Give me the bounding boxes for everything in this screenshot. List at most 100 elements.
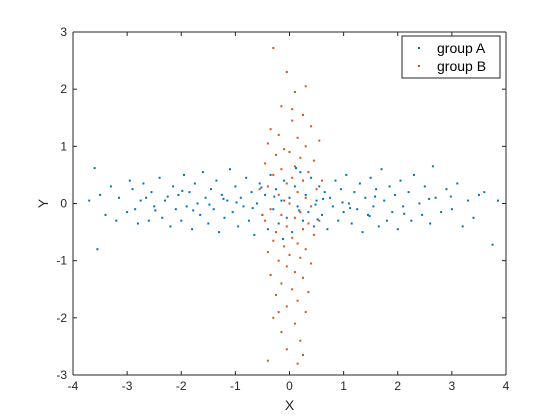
data-point [96, 248, 99, 251]
data-point [191, 228, 194, 231]
data-point [266, 251, 269, 254]
data-point [277, 193, 280, 196]
data-point [181, 189, 184, 192]
data-point [204, 196, 207, 199]
data-point [342, 211, 345, 214]
data-point [218, 231, 221, 234]
data-point [154, 209, 157, 212]
data-point [329, 196, 332, 199]
data-point [283, 148, 286, 151]
data-point [377, 225, 380, 228]
data-point [142, 182, 145, 185]
data-point [299, 156, 302, 159]
data-point [431, 165, 434, 168]
data-point [423, 185, 426, 188]
data-point [299, 211, 302, 214]
data-point [273, 195, 276, 198]
data-point [280, 331, 283, 334]
data-point [391, 211, 394, 214]
data-point [280, 199, 283, 202]
data-point [272, 239, 275, 242]
data-point [349, 207, 352, 210]
data-point [269, 274, 272, 276]
data-point [180, 219, 183, 222]
data-point [235, 201, 238, 204]
data-point [258, 188, 261, 191]
data-point [264, 162, 267, 165]
data-point [272, 47, 275, 49]
data-point [93, 167, 96, 170]
data-point [128, 179, 131, 182]
data-point [326, 228, 329, 231]
data-point [323, 191, 326, 194]
data-point [222, 197, 225, 200]
data-point [153, 205, 156, 208]
data-point [372, 205, 375, 208]
data-point [467, 199, 470, 202]
data-point [388, 185, 391, 188]
data-point [296, 191, 299, 194]
data-point [348, 202, 350, 205]
data-point [272, 173, 275, 176]
data-point [118, 196, 120, 199]
data-point [223, 216, 226, 219]
data-point [298, 209, 301, 212]
data-point [288, 253, 291, 256]
data-point [147, 219, 150, 222]
data-point [421, 213, 424, 216]
x-tick-label: -3 [122, 379, 133, 393]
data-point [291, 236, 294, 239]
data-point [177, 193, 180, 196]
data-point [399, 179, 402, 182]
data-point [318, 185, 321, 188]
data-point [318, 219, 321, 222]
data-point [139, 199, 142, 202]
data-point [491, 243, 494, 246]
data-point [250, 191, 253, 194]
data-point [285, 216, 288, 219]
data-point [293, 165, 296, 168]
y-axis-label: Y [35, 198, 51, 208]
x-tick-label: 1 [340, 379, 347, 393]
data-point [369, 176, 372, 179]
data-point [188, 191, 191, 194]
data-point [402, 205, 405, 208]
data-point [109, 185, 112, 188]
data-point [299, 171, 302, 174]
data-point [269, 208, 272, 211]
data-point [288, 196, 291, 199]
data-point [245, 176, 248, 179]
data-point [288, 151, 291, 153]
series-group-b [258, 47, 323, 365]
data-point [307, 222, 310, 225]
data-point [299, 339, 302, 342]
data-point [288, 202, 291, 205]
data-point [291, 288, 294, 291]
data-point [201, 171, 204, 174]
x-tick-label: 4 [503, 379, 510, 393]
y-tick-label: -3 [56, 368, 67, 382]
data-point [266, 142, 269, 145]
data-point [477, 193, 480, 196]
data-point [264, 193, 267, 196]
data-points [88, 47, 499, 365]
data-point [283, 199, 286, 202]
data-point [183, 173, 185, 176]
data-point [145, 196, 148, 199]
series-group-a [88, 165, 499, 251]
data-point [428, 197, 431, 200]
data-point [302, 179, 304, 182]
data-point [208, 203, 211, 206]
data-point [261, 213, 264, 216]
data-point [172, 185, 175, 188]
data-point [413, 173, 415, 176]
data-point [296, 136, 299, 139]
data-point [456, 182, 459, 185]
data-point [293, 185, 296, 188]
data-point [302, 219, 304, 222]
data-point [291, 119, 294, 122]
data-point [291, 108, 294, 111]
data-point [247, 219, 250, 222]
data-point [282, 237, 284, 240]
data-point [285, 225, 288, 228]
